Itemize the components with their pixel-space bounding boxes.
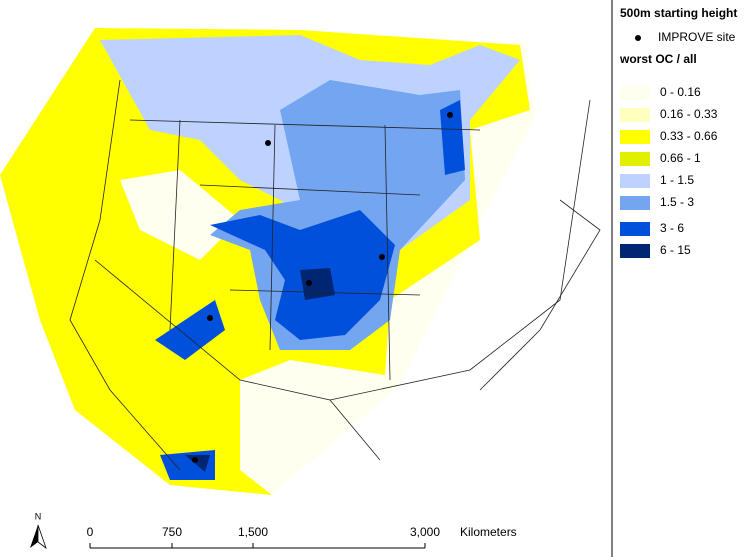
site-label: IMPROVE site <box>658 30 736 44</box>
legend-swatch <box>620 130 650 144</box>
legend-swatch <box>620 86 650 100</box>
legend-label: 1 - 1.5 <box>660 173 694 187</box>
borders <box>69 79 601 471</box>
legend-label: 0.33 - 0.66 <box>660 129 718 143</box>
scale-label: 0 <box>87 525 94 539</box>
scale-label: 3,000 <box>410 525 440 539</box>
map <box>0 28 601 495</box>
legend-swatch <box>620 196 650 210</box>
legend-label: 0.66 - 1 <box>660 151 701 165</box>
legend-label: 1.5 - 3 <box>660 195 694 209</box>
legend-swatch <box>620 152 650 166</box>
scale-label: 750 <box>162 525 182 539</box>
legend: 500m starting height IMPROVE site worst … <box>619 6 737 258</box>
legend-title: 500m starting height <box>620 6 737 20</box>
blue-zone <box>210 80 465 350</box>
north-arrow: N <box>30 511 47 550</box>
legend-swatch <box>620 108 650 122</box>
legend-swatch <box>620 174 650 188</box>
legend-label: 3 - 6 <box>660 221 684 235</box>
scale-bar: Kilometers 0 750 1,500 3,000 <box>87 525 517 549</box>
class-title: worst OC / all <box>619 52 697 66</box>
scale-unit: Kilometers <box>460 525 517 539</box>
legend-label: 6 - 15 <box>660 243 691 257</box>
site-symbol <box>635 35 641 41</box>
legend-swatch <box>620 244 650 258</box>
darkest-zone <box>185 268 335 472</box>
scale-label: 1,500 <box>238 525 268 539</box>
sites <box>192 112 453 463</box>
legend-label: 0 - 0.16 <box>660 85 701 99</box>
legend-swatch <box>620 222 650 236</box>
north-label: N <box>35 511 42 521</box>
legend-label: 0.16 - 0.33 <box>660 107 718 121</box>
